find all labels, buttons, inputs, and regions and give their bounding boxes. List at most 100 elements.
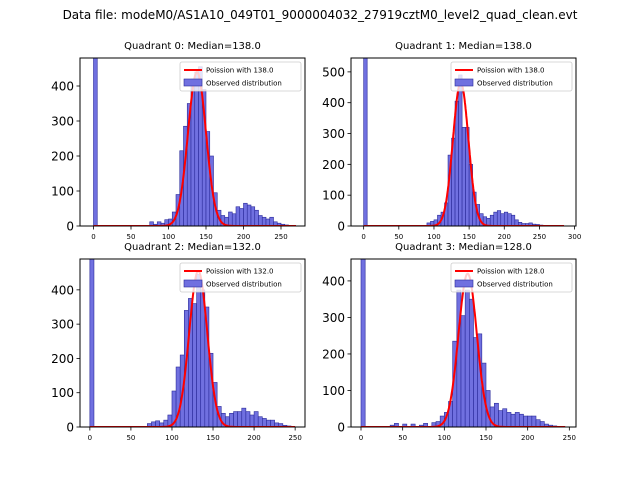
x-tick-label: 250	[533, 233, 546, 241]
x-tick-label: 100	[162, 233, 175, 241]
x-tick-label: 150	[206, 434, 219, 442]
y-tick-label: 100	[51, 386, 74, 400]
histogram-bar	[149, 221, 154, 226]
x-tick-label: 100	[438, 434, 451, 442]
quadrant-3-axes: 0 50 100 150 200 250 0 100 200 300 400 Quadrant 3: …	[322, 242, 577, 442]
histogram-bar	[514, 412, 520, 427]
y-tick-label: 0	[66, 220, 74, 234]
y-tick-label: 300	[51, 318, 74, 332]
y-tick-label: 0	[337, 220, 345, 234]
x-tick-label: 0	[359, 434, 363, 442]
legend: Poission with 132.0 Observed distribution	[179, 262, 302, 293]
histogram-bar	[527, 415, 533, 427]
x-tick-label: 250	[563, 434, 576, 442]
histogram-bar	[519, 413, 524, 427]
histogram-bar	[261, 216, 267, 226]
histogram-bar	[535, 419, 541, 427]
histogram-bar	[461, 127, 466, 226]
y-tick-label: 400	[322, 274, 345, 288]
histogram-bar	[237, 411, 243, 427]
legend-label-observed: Observed distribution	[477, 80, 553, 88]
histogram-bar	[473, 337, 478, 427]
histogram-bar	[464, 289, 470, 427]
y-tick-label: 0	[337, 421, 345, 435]
legend-bar-swatch	[183, 279, 203, 288]
x-tick-label: 300	[568, 233, 581, 241]
x-tick-label: 150	[479, 434, 492, 442]
y-tick-label: 200	[51, 150, 74, 164]
x-tick-label: 100	[427, 233, 440, 241]
histogram-bar	[460, 315, 466, 427]
legend-label-observed: Observed distribution	[206, 80, 282, 88]
legend-box	[179, 262, 302, 293]
histogram-bar	[245, 411, 251, 427]
histogram-bar	[257, 416, 263, 427]
subplot-title: Quadrant 1: Median=138.0	[395, 41, 532, 52]
histogram-bar	[235, 206, 241, 226]
y-tick-label: 400	[51, 80, 74, 94]
histogram-bar	[269, 216, 274, 226]
histogram-bar	[249, 414, 255, 427]
legend-bar-swatch	[454, 279, 474, 288]
histogram-bar	[270, 419, 275, 427]
quadrant-1-axes: 0 50 100 150 200 250 300 0 100 200 300 400 500 Quadra…	[322, 41, 581, 241]
histogram-bar	[229, 412, 234, 427]
axes-frame	[350, 57, 577, 227]
x-tick-label: 250	[274, 233, 287, 241]
y-tick-label: 100	[322, 384, 345, 398]
histogram-bar	[228, 211, 233, 226]
x-tick-label: 0	[91, 233, 95, 241]
figure-title: Data file: modeM0/AS1A10_049T01_90000040…	[62, 8, 578, 22]
axes-frame	[350, 258, 577, 428]
histogram-bar	[192, 303, 197, 427]
x-tick-label: 0	[361, 233, 365, 241]
histogram-bar	[469, 298, 474, 427]
legend-bar-swatch	[454, 78, 474, 87]
subplot-title: Quadrant 2: Median=132.0	[124, 242, 261, 253]
histogram-bar	[531, 415, 537, 427]
y-tick-label: 300	[51, 115, 74, 129]
histogram-bar	[243, 202, 248, 226]
legend-label-curve: Poission with 138.0	[206, 67, 274, 75]
histogram-bar	[246, 204, 252, 226]
x-tick-label: 200	[247, 434, 260, 442]
poisson-curve-line	[89, 269, 296, 427]
y-tick-label: 0	[66, 421, 74, 435]
subplot-title: Quadrant 3: Median=128.0	[395, 242, 532, 253]
histogram-bar	[458, 74, 463, 226]
quadrant-0-axes: 0 50 100 150 200 250 0 100 200 300 400 Quadrant 0: …	[51, 41, 306, 241]
histogram-bar	[89, 259, 95, 427]
histogram-bar	[254, 209, 259, 226]
legend-label-curve: Poission with 138.0	[477, 67, 545, 75]
legend-label-observed: Observed distribution	[206, 281, 282, 289]
x-tick-label: 50	[398, 434, 407, 442]
poisson-curve-line	[363, 81, 564, 226]
quadrant-3-bars	[360, 259, 558, 427]
axes-frame	[79, 57, 306, 227]
histogram-bar	[239, 208, 244, 226]
y-tick-label: 300	[322, 311, 345, 325]
x-tick-label: 50	[394, 233, 403, 241]
histogram-bar	[496, 210, 502, 226]
histogram-bar	[493, 211, 498, 226]
x-tick-label: 200	[521, 434, 534, 442]
histogram-bar	[241, 407, 247, 427]
legend: Poission with 128.0 Observed distribution	[450, 262, 573, 293]
x-tick-label: 100	[165, 434, 178, 442]
histogram-bar	[360, 259, 366, 427]
histogram-bar	[523, 415, 528, 427]
histogram-bar	[511, 214, 516, 226]
x-tick-label: 200	[237, 233, 250, 241]
x-tick-label: 200	[498, 233, 511, 241]
histogram-bar	[261, 418, 267, 427]
legend-box	[179, 61, 302, 92]
x-tick-label: 50	[127, 233, 136, 241]
x-tick-label: 0	[88, 434, 92, 442]
histogram-bar	[266, 419, 271, 427]
histogram-bar	[265, 218, 271, 226]
histogram-bar	[231, 213, 237, 226]
legend-box	[450, 61, 573, 92]
y-tick-label: 200	[322, 158, 345, 172]
y-tick-label: 500	[322, 65, 345, 79]
histogram-bar	[258, 215, 263, 226]
